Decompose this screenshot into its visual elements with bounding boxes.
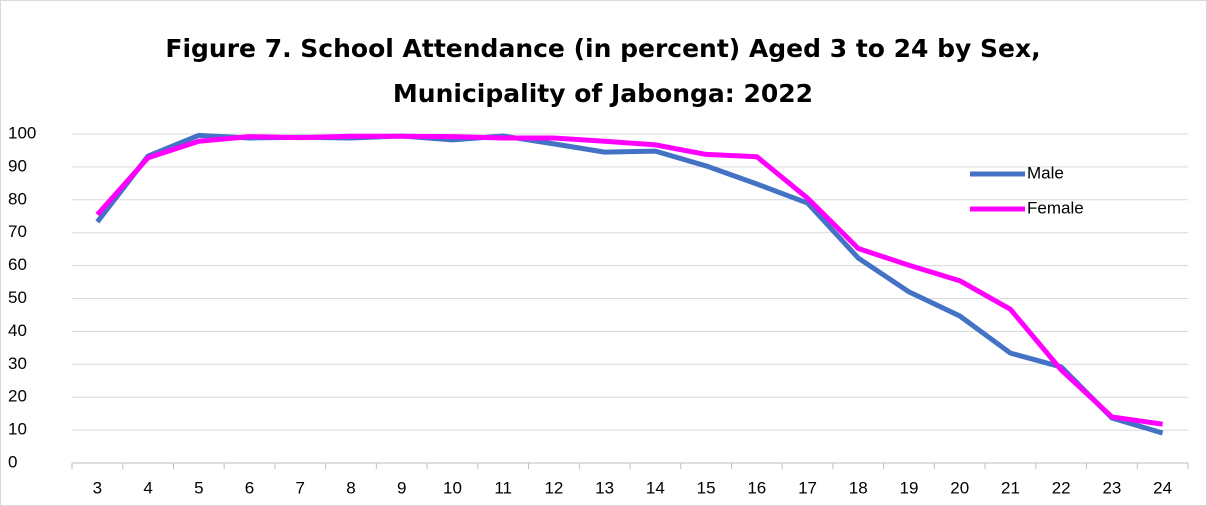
x-tick-label: 9 xyxy=(397,478,406,497)
x-tick-label: 7 xyxy=(296,478,305,497)
line-series xyxy=(95,133,1163,427)
x-tick-label: 15 xyxy=(697,478,716,497)
y-tick-label: 30 xyxy=(8,354,27,373)
y-tick-label: 20 xyxy=(8,387,27,406)
y-tick-label: 40 xyxy=(8,321,27,340)
x-tick-label: 10 xyxy=(443,478,462,497)
x-tick-label: 23 xyxy=(1102,478,1121,497)
x-tick-label: 18 xyxy=(849,478,868,497)
x-tick-label: 21 xyxy=(1001,478,1020,497)
y-tick-label: 70 xyxy=(8,222,27,241)
x-tick-label: 16 xyxy=(747,478,766,497)
chart-title: Municipality of Jabonga: 2022 xyxy=(393,79,813,108)
y-tick-label: 50 xyxy=(8,288,27,307)
x-tick-label: 3 xyxy=(93,478,102,497)
chart-title: Figure 7. School Attendance (in percent)… xyxy=(165,34,1040,63)
x-tick-label: 17 xyxy=(798,478,817,497)
x-tick-label: 22 xyxy=(1052,478,1071,497)
y-tick-label: 10 xyxy=(8,420,27,439)
y-tick-label: 90 xyxy=(8,156,27,175)
y-tick-label: 0 xyxy=(8,452,17,471)
x-tick-label: 4 xyxy=(143,478,152,497)
x-tick-label: 24 xyxy=(1153,478,1172,497)
x-tick-label: 14 xyxy=(646,478,665,497)
x-tick-label: 12 xyxy=(544,478,563,497)
x-tick-label: 8 xyxy=(346,478,355,497)
y-tick-label: 60 xyxy=(8,255,27,274)
x-tick-label: 13 xyxy=(595,478,614,497)
legend-label: Female xyxy=(1027,198,1084,217)
y-tick-label: 100 xyxy=(8,123,36,142)
x-tick-label: 6 xyxy=(245,478,254,497)
y-tick-label: 80 xyxy=(8,189,27,208)
x-tick-label: 20 xyxy=(950,478,969,497)
x-tick-label: 5 xyxy=(194,478,203,497)
x-tick-label: 11 xyxy=(494,478,512,497)
legend-label: Male xyxy=(1027,163,1064,182)
x-tick-label: 19 xyxy=(900,478,919,497)
